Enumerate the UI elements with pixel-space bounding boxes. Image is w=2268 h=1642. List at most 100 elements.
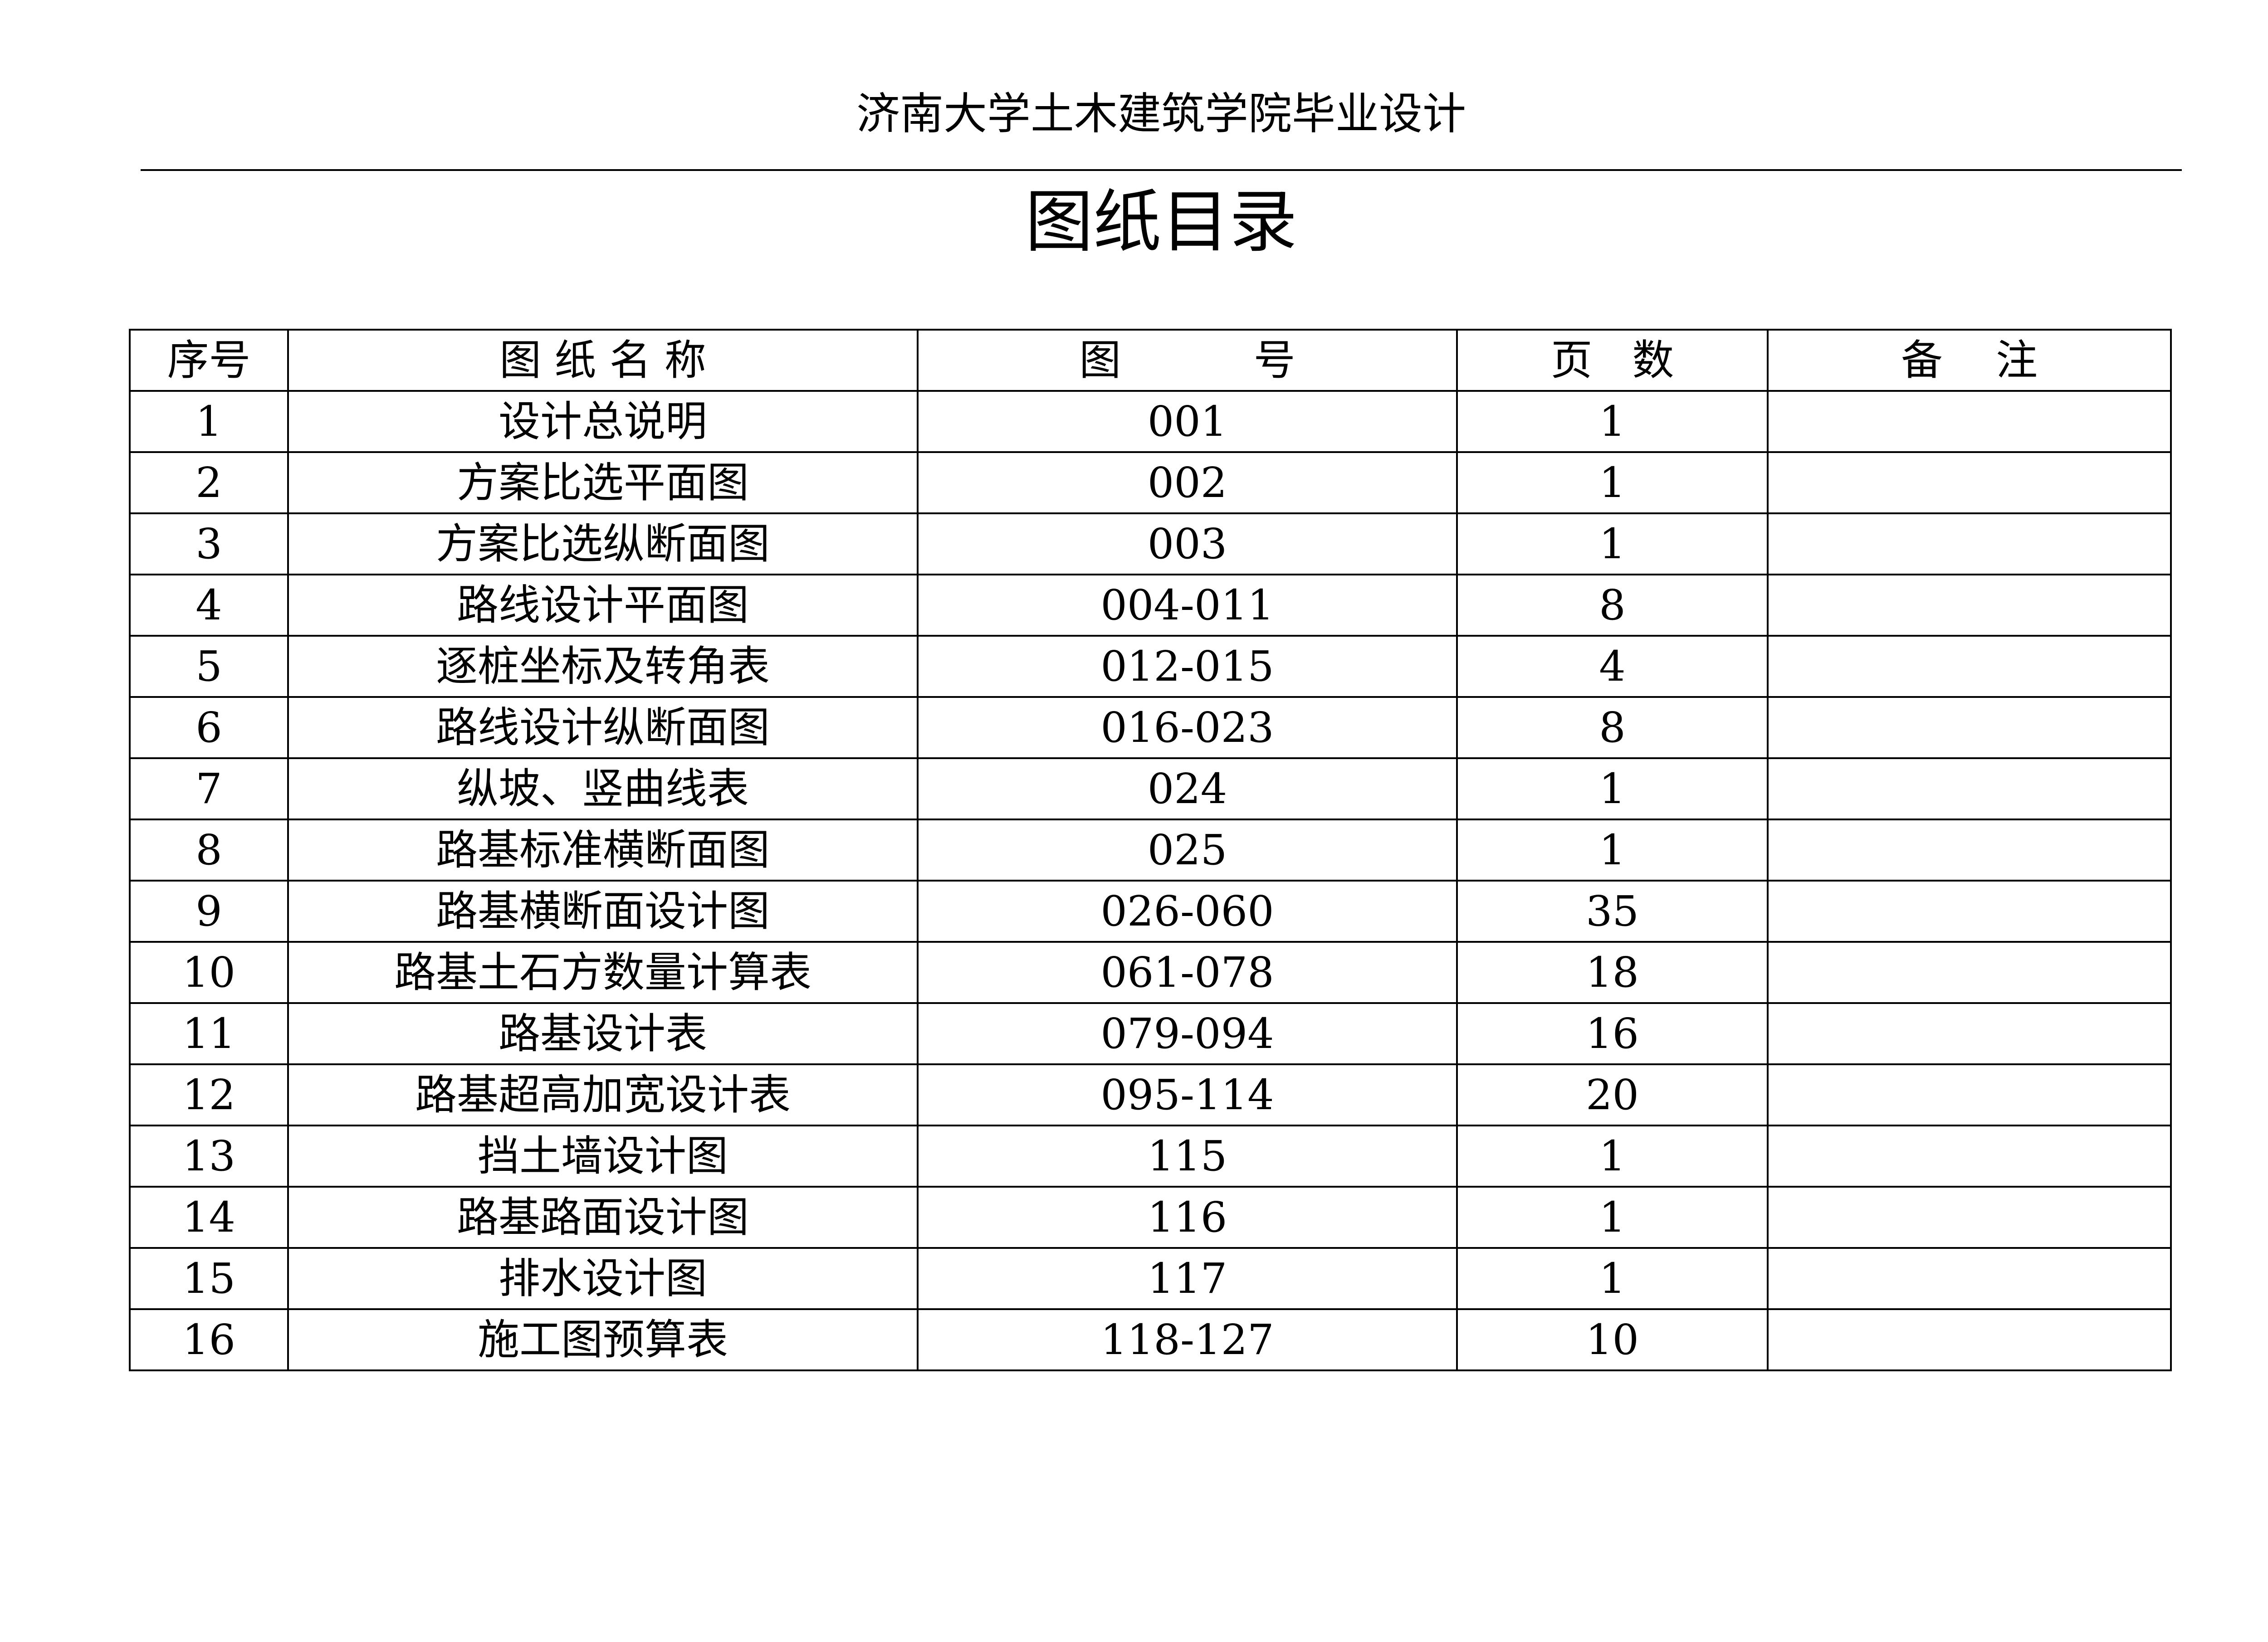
- page-count: 1: [1456, 1125, 1769, 1188]
- table-row: 14 路基路面设计图 116 1: [129, 1186, 2172, 1249]
- remark-cell: [1767, 1125, 2172, 1188]
- drawing-code: 016-023: [917, 696, 1458, 759]
- drawing-name: 路线设计平面图: [287, 574, 919, 637]
- drawing-code: 079-094: [917, 1002, 1458, 1065]
- remark-cell: [1767, 880, 2172, 943]
- page-count: 1: [1456, 819, 1769, 882]
- drawing-name: 设计总说明: [287, 390, 919, 453]
- page-count: 8: [1456, 574, 1769, 637]
- row-number: 15: [129, 1247, 289, 1310]
- row-number: 3: [129, 512, 289, 575]
- page-count: 1: [1456, 512, 1769, 575]
- drawing-name: 路基设计表: [287, 1002, 919, 1065]
- drawing-code: 115: [917, 1125, 1458, 1188]
- page-count: 8: [1456, 696, 1769, 759]
- drawing-code: 025: [917, 819, 1458, 882]
- drawing-name: 纵坡、竖曲线表: [287, 757, 919, 820]
- page-count: 1: [1456, 390, 1769, 453]
- table-row: 6 路线设计纵断面图 016-023 8: [129, 696, 2172, 759]
- drawing-name: 路基土石方数量计算表: [287, 941, 919, 1004]
- drawing-name: 施工图预算表: [287, 1308, 919, 1371]
- drawing-name: 方案比选纵断面图: [287, 512, 919, 575]
- remark-cell: [1767, 1002, 2172, 1065]
- remark-cell: [1767, 757, 2172, 820]
- row-number: 9: [129, 880, 289, 943]
- table-row: 4 路线设计平面图 004-011 8: [129, 574, 2172, 637]
- remark-cell: [1767, 819, 2172, 882]
- page-count: 1: [1456, 1247, 1769, 1310]
- remark-cell: [1767, 941, 2172, 1004]
- page-count: 16: [1456, 1002, 1769, 1065]
- remark-cell: [1767, 696, 2172, 759]
- page-count: 1: [1456, 757, 1769, 820]
- column-header: 页 数: [1456, 329, 1769, 392]
- page-count: 10: [1456, 1308, 1769, 1371]
- row-number: 14: [129, 1186, 289, 1249]
- table-row: 8 路基标准横断面图 025 1: [129, 819, 2172, 882]
- drawing-code: 012-015: [917, 635, 1458, 698]
- table-row: 3 方案比选纵断面图 003 1: [129, 512, 2172, 575]
- page-count: 35: [1456, 880, 1769, 943]
- column-header: 图 号: [917, 329, 1458, 392]
- drawing-name: 路基标准横断面图: [287, 819, 919, 882]
- table-row: 13 挡土墙设计图 115 1: [129, 1125, 2172, 1188]
- table-row: 5 逐桩坐标及转角表 012-015 4: [129, 635, 2172, 698]
- column-header: 备 注: [1767, 329, 2172, 392]
- row-number: 10: [129, 941, 289, 1004]
- table-row: 2 方案比选平面图 002 1: [129, 451, 2172, 514]
- page-header: 济南大学土木建筑学院毕业设计: [856, 88, 1466, 139]
- drawing-name: 逐桩坐标及转角表: [287, 635, 919, 698]
- row-number: 5: [129, 635, 289, 698]
- drawing-code: 118-127: [917, 1308, 1458, 1371]
- row-number: 8: [129, 819, 289, 882]
- drawing-code: 095-114: [917, 1063, 1458, 1126]
- page-count: 4: [1456, 635, 1769, 698]
- remark-cell: [1767, 451, 2172, 514]
- table-row: 15 排水设计图 117 1: [129, 1247, 2172, 1310]
- row-number: 2: [129, 451, 289, 514]
- remark-cell: [1767, 1063, 2172, 1126]
- remark-cell: [1767, 1247, 2172, 1310]
- drawing-code: 117: [917, 1247, 1458, 1310]
- drawing-name: 方案比选平面图: [287, 451, 919, 514]
- row-number: 16: [129, 1308, 289, 1371]
- table-row: 9 路基横断面设计图 026-060 35: [129, 880, 2172, 943]
- remark-cell: [1767, 635, 2172, 698]
- table-row: 16 施工图预算表 118-127 10: [129, 1308, 2172, 1371]
- row-number: 12: [129, 1063, 289, 1126]
- drawing-code: 001: [917, 390, 1458, 453]
- drawing-code: 061-078: [917, 941, 1458, 1004]
- row-number: 1: [129, 390, 289, 453]
- drawing-code: 024: [917, 757, 1458, 820]
- remark-cell: [1767, 512, 2172, 575]
- remark-cell: [1767, 1308, 2172, 1371]
- page-count: 18: [1456, 941, 1769, 1004]
- table-row: 1 设计总说明 001 1: [129, 390, 2172, 453]
- drawing-name: 路线设计纵断面图: [287, 696, 919, 759]
- table-row: 10 路基土石方数量计算表 061-078 18: [129, 941, 2172, 1004]
- column-header: 序号: [129, 329, 289, 392]
- column-header: 图 纸 名 称: [287, 329, 919, 392]
- drawing-name: 路基横断面设计图: [287, 880, 919, 943]
- remark-cell: [1767, 390, 2172, 453]
- table-row: 12 路基超高加宽设计表 095-114 20: [129, 1063, 2172, 1126]
- header-row: 序号图 纸 名 称图 号页 数备 注: [129, 329, 2172, 392]
- table-row: 11 路基设计表 079-094 16: [129, 1002, 2172, 1065]
- row-number: 4: [129, 574, 289, 637]
- drawing-code: 004-011: [917, 574, 1458, 637]
- drawing-name: 挡土墙设计图: [287, 1125, 919, 1188]
- table-row: 7 纵坡、竖曲线表 024 1: [129, 757, 2172, 820]
- document-title: 图纸目录: [1025, 183, 1297, 262]
- row-number: 13: [129, 1125, 289, 1188]
- row-number: 7: [129, 757, 289, 820]
- remark-cell: [1767, 574, 2172, 637]
- row-number: 11: [129, 1002, 289, 1065]
- drawing-name: 路基路面设计图: [287, 1186, 919, 1249]
- page-count: 1: [1456, 451, 1769, 514]
- drawing-code: 002: [917, 451, 1458, 514]
- header-rule: [141, 169, 2182, 171]
- drawing-name: 排水设计图: [287, 1247, 919, 1310]
- page-count: 1: [1456, 1186, 1769, 1249]
- drawing-code: 003: [917, 512, 1458, 575]
